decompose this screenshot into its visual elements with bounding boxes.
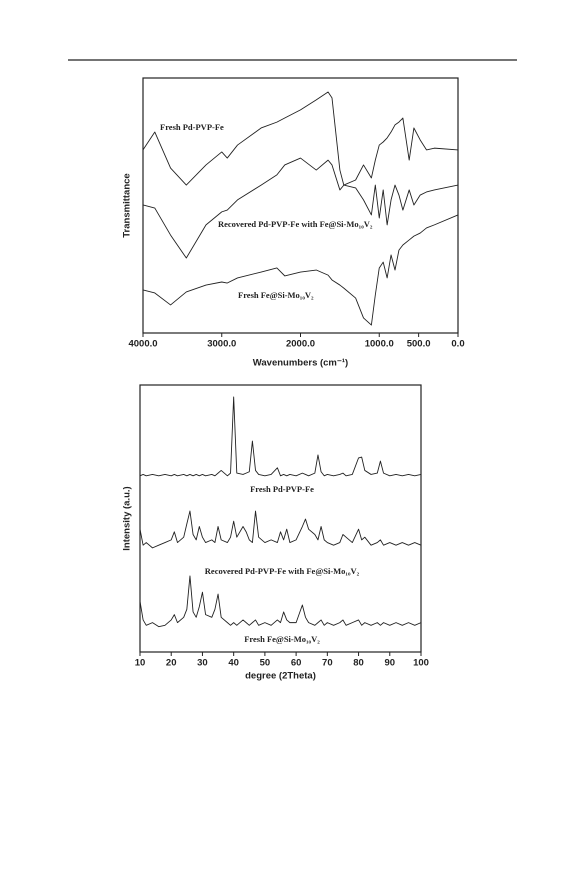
x-tick-label: 500.0 <box>407 339 431 350</box>
x-tick-label: 90 <box>384 658 395 669</box>
x-tick-label: 1000.0 <box>365 339 394 350</box>
x-tick-label: 2000.0 <box>286 339 315 350</box>
x-tick-label: 80 <box>353 658 364 669</box>
x-axis-title: Wavenumbers (cm⁻¹) <box>253 358 348 369</box>
x-tick-label: 0.0 <box>451 339 464 350</box>
x-tick-label: 50 <box>260 658 271 669</box>
series-label: Fresh Fe@Si-Mo₁₀V₂ <box>244 634 320 644</box>
series-label: Recovered Pd-PVP-Fe with Fe@Si-Mo₁₀V₂ <box>205 566 360 576</box>
series-line <box>142 91 459 186</box>
series-label: Fresh Pd-PVP-Fe <box>160 122 224 132</box>
series-label: Fresh Fe@Si-Mo₁₀V₂ <box>238 290 314 300</box>
x-tick-label: 100 <box>413 658 429 669</box>
x-tick-label: 20 <box>166 658 177 669</box>
x-tick-label: 3000.0 <box>207 339 236 350</box>
y-axis-title: Intensity (a.u.) <box>122 486 133 550</box>
series-label: Fresh Pd-PVP-Fe <box>250 484 314 494</box>
y-axis-title: Transmittance <box>122 173 133 237</box>
series-line <box>139 396 422 477</box>
series-line <box>142 157 459 259</box>
x-tick-label: 10 <box>135 658 146 669</box>
x-tick-label: 60 <box>291 658 302 669</box>
x-tick-label: 30 <box>197 658 208 669</box>
x-axis-title: degree (2Theta) <box>245 671 316 682</box>
x-tick-label: 4000.0 <box>128 339 157 350</box>
series-line <box>139 510 422 549</box>
x-tick-label: 40 <box>228 658 239 669</box>
series-label: Recovered Pd-PVP-Fe with Fe@Si-Mo₁₀V₂ <box>218 219 373 229</box>
plot-frame <box>139 384 422 653</box>
x-tick-label: 70 <box>322 658 333 669</box>
series-line <box>139 575 422 628</box>
series-line <box>142 214 459 326</box>
